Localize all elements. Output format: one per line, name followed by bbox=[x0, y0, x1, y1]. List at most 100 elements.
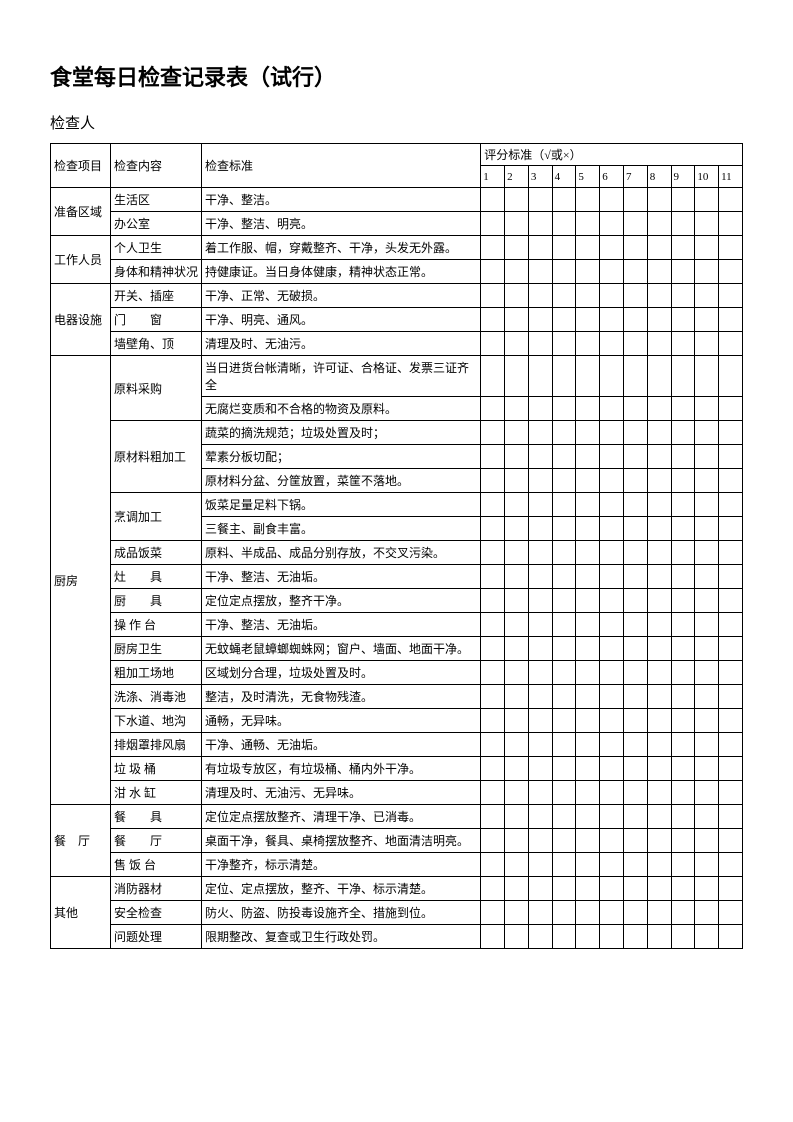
score-cell[interactable] bbox=[552, 661, 576, 685]
score-cell[interactable] bbox=[671, 733, 695, 757]
score-cell[interactable] bbox=[576, 925, 600, 949]
score-cell[interactable] bbox=[552, 853, 576, 877]
score-cell[interactable] bbox=[481, 733, 505, 757]
score-cell[interactable] bbox=[719, 805, 743, 829]
score-cell[interactable] bbox=[623, 757, 647, 781]
score-cell[interactable] bbox=[600, 853, 624, 877]
score-cell[interactable] bbox=[647, 565, 671, 589]
score-cell[interactable] bbox=[505, 236, 529, 260]
score-cell[interactable] bbox=[695, 397, 719, 421]
score-cell[interactable] bbox=[576, 757, 600, 781]
score-cell[interactable] bbox=[481, 445, 505, 469]
score-cell[interactable] bbox=[600, 565, 624, 589]
score-cell[interactable] bbox=[671, 565, 695, 589]
score-cell[interactable] bbox=[695, 332, 719, 356]
score-cell[interactable] bbox=[719, 901, 743, 925]
score-cell[interactable] bbox=[695, 236, 719, 260]
score-cell[interactable] bbox=[647, 308, 671, 332]
score-cell[interactable] bbox=[623, 877, 647, 901]
score-cell[interactable] bbox=[719, 565, 743, 589]
score-cell[interactable] bbox=[481, 565, 505, 589]
score-cell[interactable] bbox=[695, 685, 719, 709]
score-cell[interactable] bbox=[695, 445, 719, 469]
score-cell[interactable] bbox=[576, 236, 600, 260]
score-cell[interactable] bbox=[647, 877, 671, 901]
score-cell[interactable] bbox=[600, 925, 624, 949]
score-cell[interactable] bbox=[552, 445, 576, 469]
score-cell[interactable] bbox=[505, 901, 529, 925]
score-cell[interactable] bbox=[528, 212, 552, 236]
score-cell[interactable] bbox=[623, 829, 647, 853]
score-cell[interactable] bbox=[623, 709, 647, 733]
score-cell[interactable] bbox=[719, 212, 743, 236]
score-cell[interactable] bbox=[528, 332, 552, 356]
score-cell[interactable] bbox=[695, 661, 719, 685]
score-cell[interactable] bbox=[671, 236, 695, 260]
score-cell[interactable] bbox=[623, 661, 647, 685]
score-cell[interactable] bbox=[552, 637, 576, 661]
score-cell[interactable] bbox=[623, 517, 647, 541]
score-cell[interactable] bbox=[600, 733, 624, 757]
score-cell[interactable] bbox=[505, 284, 529, 308]
score-cell[interactable] bbox=[600, 356, 624, 397]
score-cell[interactable] bbox=[576, 901, 600, 925]
score-cell[interactable] bbox=[481, 757, 505, 781]
score-cell[interactable] bbox=[528, 284, 552, 308]
score-cell[interactable] bbox=[719, 733, 743, 757]
score-cell[interactable] bbox=[505, 637, 529, 661]
score-cell[interactable] bbox=[552, 332, 576, 356]
score-cell[interactable] bbox=[528, 709, 552, 733]
score-cell[interactable] bbox=[600, 661, 624, 685]
score-cell[interactable] bbox=[481, 332, 505, 356]
score-cell[interactable] bbox=[623, 541, 647, 565]
score-cell[interactable] bbox=[647, 421, 671, 445]
score-cell[interactable] bbox=[695, 925, 719, 949]
score-cell[interactable] bbox=[528, 685, 552, 709]
score-cell[interactable] bbox=[528, 877, 552, 901]
score-cell[interactable] bbox=[552, 284, 576, 308]
score-cell[interactable] bbox=[481, 829, 505, 853]
score-cell[interactable] bbox=[505, 805, 529, 829]
score-cell[interactable] bbox=[623, 284, 647, 308]
score-cell[interactable] bbox=[600, 421, 624, 445]
score-cell[interactable] bbox=[528, 308, 552, 332]
score-cell[interactable] bbox=[481, 637, 505, 661]
score-cell[interactable] bbox=[481, 925, 505, 949]
score-cell[interactable] bbox=[647, 613, 671, 637]
score-cell[interactable] bbox=[623, 397, 647, 421]
score-cell[interactable] bbox=[576, 709, 600, 733]
score-cell[interactable] bbox=[576, 260, 600, 284]
score-cell[interactable] bbox=[671, 589, 695, 613]
score-cell[interactable] bbox=[528, 541, 552, 565]
score-cell[interactable] bbox=[647, 260, 671, 284]
score-cell[interactable] bbox=[600, 877, 624, 901]
score-cell[interactable] bbox=[528, 589, 552, 613]
score-cell[interactable] bbox=[623, 733, 647, 757]
score-cell[interactable] bbox=[647, 469, 671, 493]
score-cell[interactable] bbox=[600, 493, 624, 517]
score-cell[interactable] bbox=[623, 421, 647, 445]
score-cell[interactable] bbox=[552, 212, 576, 236]
score-cell[interactable] bbox=[623, 637, 647, 661]
score-cell[interactable] bbox=[647, 853, 671, 877]
score-cell[interactable] bbox=[505, 925, 529, 949]
score-cell[interactable] bbox=[719, 284, 743, 308]
score-cell[interactable] bbox=[481, 613, 505, 637]
score-cell[interactable] bbox=[671, 661, 695, 685]
score-cell[interactable] bbox=[671, 925, 695, 949]
score-cell[interactable] bbox=[552, 613, 576, 637]
score-cell[interactable] bbox=[552, 236, 576, 260]
score-cell[interactable] bbox=[505, 589, 529, 613]
score-cell[interactable] bbox=[552, 877, 576, 901]
score-cell[interactable] bbox=[647, 589, 671, 613]
score-cell[interactable] bbox=[719, 308, 743, 332]
score-cell[interactable] bbox=[481, 469, 505, 493]
score-cell[interactable] bbox=[600, 332, 624, 356]
score-cell[interactable] bbox=[481, 260, 505, 284]
score-cell[interactable] bbox=[623, 805, 647, 829]
score-cell[interactable] bbox=[528, 188, 552, 212]
score-cell[interactable] bbox=[505, 685, 529, 709]
score-cell[interactable] bbox=[671, 853, 695, 877]
score-cell[interactable] bbox=[576, 877, 600, 901]
score-cell[interactable] bbox=[600, 805, 624, 829]
